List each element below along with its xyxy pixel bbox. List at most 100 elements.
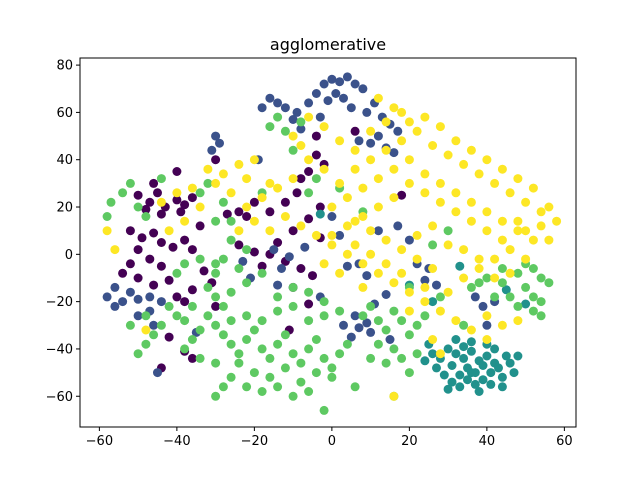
data-point-cluster-4	[497, 320, 507, 330]
data-point-cluster-4	[428, 141, 438, 150]
data-point-cluster-1	[284, 252, 294, 262]
data-point-cluster-4	[242, 174, 252, 184]
data-point-cluster-0	[172, 292, 182, 302]
data-point-cluster-1	[292, 107, 302, 117]
data-point-cluster-4	[335, 268, 345, 278]
data-point-cluster-3	[234, 264, 244, 273]
data-point-cluster-3	[242, 311, 252, 321]
data-point-cluster-1	[346, 332, 356, 342]
x-tick-label: −40	[163, 434, 190, 449]
data-point-cluster-3	[273, 339, 283, 349]
data-point-cluster-0	[288, 226, 298, 236]
data-point-cluster-1	[257, 103, 267, 113]
data-point-cluster-4	[242, 202, 252, 212]
data-point-cluster-1	[366, 327, 376, 337]
data-point-cluster-4	[358, 212, 368, 221]
data-point-cluster-1	[118, 297, 128, 307]
data-point-cluster-1	[404, 235, 414, 245]
data-point-cluster-1	[323, 96, 333, 106]
data-point-cluster-3	[350, 382, 360, 392]
y-tick-label: −40	[46, 342, 73, 357]
data-point-cluster-4	[420, 169, 430, 179]
data-point-cluster-4	[420, 282, 430, 292]
data-point-cluster-4	[342, 221, 352, 231]
data-point-cluster-0	[308, 271, 317, 281]
data-point-cluster-2	[490, 344, 500, 354]
data-point-cluster-4	[389, 193, 399, 203]
data-point-cluster-4	[327, 202, 337, 212]
data-point-cluster-3	[218, 330, 228, 340]
y-tick-label: 20	[56, 201, 73, 216]
data-point-cluster-4	[435, 178, 445, 188]
data-point-cluster-0	[172, 167, 182, 176]
data-point-cluster-1	[215, 138, 224, 148]
data-point-cluster-3	[288, 349, 298, 359]
data-point-cluster-2	[420, 356, 430, 366]
data-point-cluster-3	[490, 292, 500, 302]
data-point-cluster-3	[296, 377, 306, 387]
data-point-cluster-3	[141, 311, 151, 321]
data-point-cluster-3	[273, 292, 283, 302]
data-point-cluster-4	[335, 178, 345, 188]
data-point-cluster-4	[404, 306, 414, 316]
data-point-cluster-2	[513, 351, 523, 361]
data-point-cluster-3	[342, 339, 352, 349]
data-point-cluster-3	[203, 311, 213, 321]
data-point-cluster-4	[350, 216, 360, 226]
data-point-cluster-4	[102, 226, 112, 236]
data-point-cluster-3	[428, 240, 438, 250]
data-point-cluster-1	[331, 89, 341, 98]
data-point-cluster-3	[435, 292, 445, 302]
data-point-cluster-0	[304, 167, 314, 176]
data-point-cluster-3	[319, 311, 329, 321]
data-point-cluster-3	[211, 259, 221, 269]
data-point-cluster-0	[296, 174, 306, 184]
data-point-cluster-0	[168, 242, 178, 252]
data-point-cluster-1	[207, 145, 217, 155]
data-point-cluster-4	[234, 159, 244, 169]
data-point-cluster-3	[304, 344, 314, 354]
data-point-cluster-2	[466, 346, 476, 356]
data-point-cluster-4	[110, 245, 120, 255]
data-point-cluster-3	[397, 316, 407, 326]
data-point-cluster-4	[443, 150, 453, 160]
data-point-cluster-0	[133, 273, 143, 283]
data-point-cluster-4	[451, 136, 461, 146]
data-point-cluster-0	[265, 207, 275, 217]
data-point-cluster-2	[455, 370, 465, 380]
data-point-cluster-3	[497, 264, 507, 273]
data-point-cluster-3	[513, 301, 523, 311]
data-point-cluster-2	[470, 379, 480, 389]
data-point-cluster-3	[226, 287, 236, 297]
data-point-cluster-2	[447, 361, 457, 370]
data-point-cluster-0	[211, 155, 221, 165]
data-point-cluster-4	[552, 216, 562, 226]
data-point-cluster-0	[199, 266, 209, 276]
data-point-cluster-3	[102, 212, 112, 221]
data-point-cluster-3	[466, 282, 476, 292]
data-point-cluster-4	[513, 316, 523, 326]
data-point-cluster-3	[404, 368, 414, 378]
data-point-cluster-0	[149, 280, 159, 290]
data-point-cluster-4	[521, 226, 531, 236]
data-point-cluster-1	[296, 124, 306, 134]
data-point-cluster-0	[234, 207, 244, 217]
data-point-cluster-4	[404, 117, 414, 127]
data-point-cluster-3	[513, 268, 523, 278]
data-point-cluster-1	[393, 126, 403, 136]
data-point-cluster-3	[528, 264, 538, 273]
data-point-cluster-4	[528, 235, 538, 245]
data-point-cluster-4	[296, 221, 306, 231]
data-point-cluster-0	[172, 195, 182, 205]
data-point-cluster-3	[242, 278, 252, 288]
data-point-cluster-4	[249, 216, 259, 226]
data-point-cluster-1	[342, 261, 352, 271]
data-point-cluster-3	[211, 320, 221, 330]
data-point-cluster-3	[327, 372, 337, 382]
data-point-cluster-1	[362, 107, 372, 117]
data-point-cluster-2	[428, 349, 438, 359]
data-point-cluster-4	[466, 216, 476, 226]
data-point-cluster-1	[125, 287, 135, 297]
data-point-cluster-4	[211, 178, 221, 188]
data-point-cluster-0	[249, 247, 259, 257]
